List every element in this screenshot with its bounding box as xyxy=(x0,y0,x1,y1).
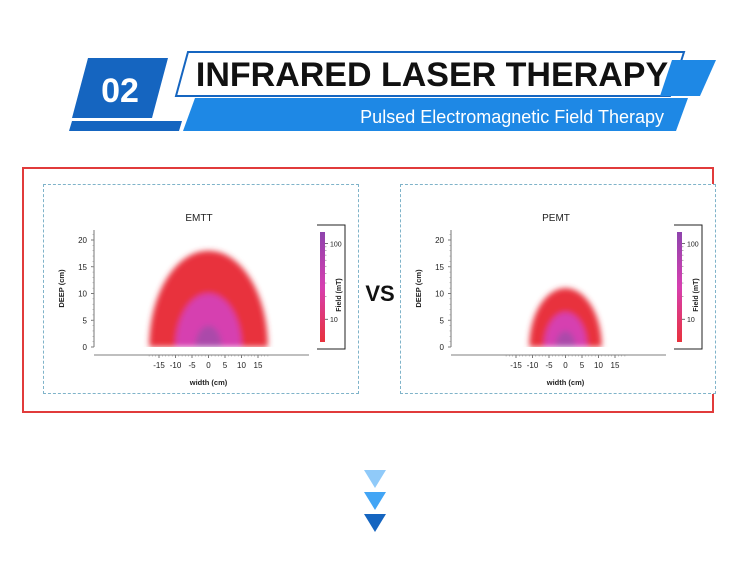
arrow-middle xyxy=(364,492,386,510)
colorbar-frame xyxy=(317,224,346,350)
colorbar-tick-label: 10 xyxy=(330,317,338,324)
x-tick-label: 10 xyxy=(594,361,603,370)
field-zone-core xyxy=(195,325,222,347)
x-tick-label: -5 xyxy=(188,361,196,370)
number-badge xyxy=(72,58,168,118)
x-tick-label: 10 xyxy=(237,361,246,370)
colorbar-label: Field (mT) xyxy=(693,278,700,311)
x-tick-label: -15 xyxy=(153,361,165,370)
field-zone-middle xyxy=(175,293,242,347)
x-tick-label: -10 xyxy=(170,361,182,370)
arrow-top xyxy=(364,470,386,488)
y-tick-label: 0 xyxy=(440,343,445,352)
colorbar-tick-label: 100 xyxy=(330,241,342,248)
x-tick-label: 15 xyxy=(254,361,263,370)
chart-title: PEMT xyxy=(542,213,570,224)
y-tick-label: 5 xyxy=(83,316,88,325)
section-number: 02 xyxy=(101,72,139,110)
y-tick-label: 10 xyxy=(78,290,87,299)
y-tick-label: 15 xyxy=(435,263,444,272)
x-tick-label: 5 xyxy=(580,361,585,370)
x-tick-label: 15 xyxy=(611,361,620,370)
page-subtitle: Pulsed Electromagnetic Field Therapy xyxy=(360,107,664,127)
arrow-bottom xyxy=(364,514,386,532)
y-tick-label: 15 xyxy=(78,263,87,272)
subtitle-bar xyxy=(183,98,688,131)
y-axis-label: DEEP (cm) xyxy=(57,269,66,308)
x-tick-label: 5 xyxy=(223,361,228,370)
x-axis-label: width (cm) xyxy=(189,378,228,387)
triple-down-arrow-icon xyxy=(364,470,386,532)
x-tick-label: -15 xyxy=(510,361,522,370)
field-zones xyxy=(529,288,602,347)
colorbar-tick-label: 10 xyxy=(687,317,695,324)
vs-label: VS xyxy=(365,281,395,306)
header-banner: 02 INFRARED LASER THERAPY Pulsed Electro… xyxy=(69,51,716,131)
x-tick-label: -5 xyxy=(545,361,553,370)
colorbar xyxy=(677,232,682,342)
colorbar-label: Field (mT) xyxy=(336,278,343,311)
field-zone-core xyxy=(555,330,576,347)
emtt-chart: EMTT 0 5 10 15 20 -15 -10 -5 0 5 10 15 width (cm) DEEP… xyxy=(57,213,346,387)
colorbar-tick-label: 100 xyxy=(687,241,699,248)
x-tick-label: 0 xyxy=(563,361,568,370)
colorbar-frame xyxy=(674,224,703,350)
chart-panel-pemt: PEMT 0 5 10 15 20 -15 -10 -5 0 5 10 15 width (cm) DEEP… xyxy=(400,184,716,394)
title-accent xyxy=(660,60,716,96)
chart-panel-emtt: EMTT 0 5 10 15 20 -15 -10 -5 0 5 10 15 width (cm) DEEP… xyxy=(43,184,359,394)
x-axis-label: width (cm) xyxy=(546,378,585,387)
page-title: INFRARED LASER THERAPY xyxy=(196,56,669,94)
chart-title: EMTT xyxy=(185,213,212,224)
y-tick-label: 20 xyxy=(435,236,444,245)
x-tick-label: 0 xyxy=(206,361,211,370)
x-tick-label: -10 xyxy=(527,361,539,370)
y-axis-label: DEEP (cm) xyxy=(414,269,423,308)
colorbar xyxy=(320,232,325,342)
field-zone-middle xyxy=(544,312,587,347)
pemt-chart: PEMT 0 5 10 15 20 -15 -10 -5 0 5 10 15 width (cm) DEEP… xyxy=(414,213,703,387)
banner-underline xyxy=(69,121,182,131)
y-tick-label: 5 xyxy=(440,316,445,325)
y-tick-label: 0 xyxy=(83,343,88,352)
y-tick-label: 20 xyxy=(78,236,87,245)
field-zones xyxy=(149,250,268,347)
y-tick-label: 10 xyxy=(435,290,444,299)
